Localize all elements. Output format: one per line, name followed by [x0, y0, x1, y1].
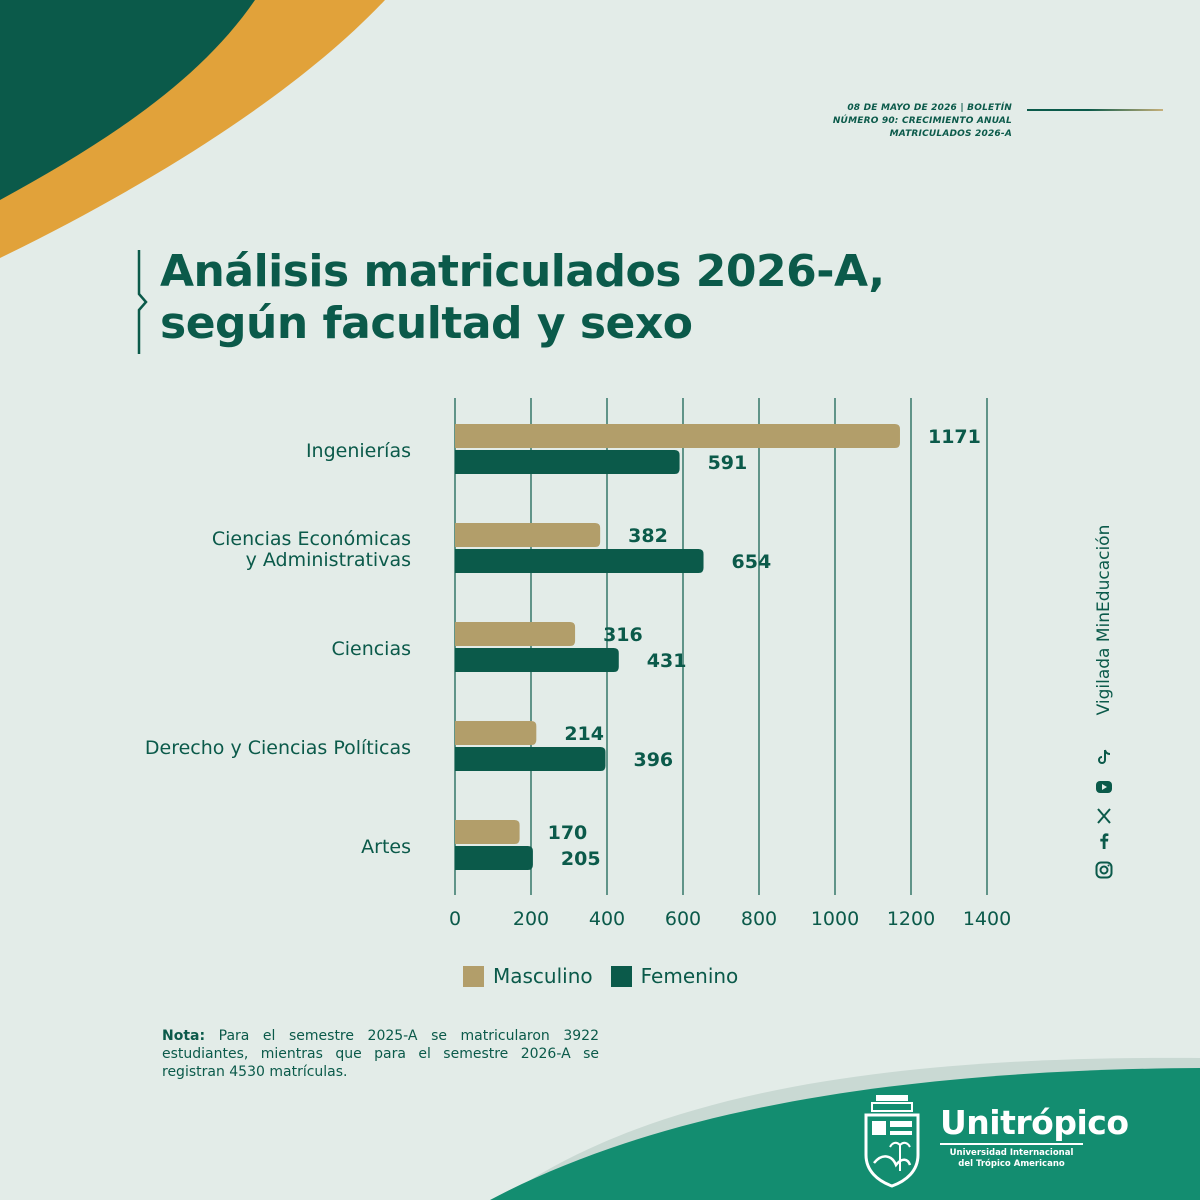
- bar-masculino-3: [455, 721, 537, 745]
- data-label-masculino-0: 1171: [928, 426, 981, 448]
- bar-femenino-2: [455, 648, 619, 672]
- data-label-masculino-1: 382: [628, 525, 668, 547]
- category-label-2: Ciencias: [81, 637, 411, 660]
- title-bracket-icon: [137, 250, 148, 354]
- bar-femenino-3: [455, 747, 606, 771]
- data-label-femenino-2: 431: [647, 650, 687, 672]
- bar-femenino-4: [455, 846, 533, 870]
- category-label-3-line-0: Derecho y Ciencias Políticas: [144, 736, 411, 759]
- x-tick-label-0: 0: [449, 908, 461, 930]
- brand-subtitle-line1: Universidad Internacional: [949, 1148, 1074, 1158]
- x-tick-label-800: 800: [741, 908, 777, 930]
- category-label-4: Artes: [81, 835, 411, 858]
- x-tick-label-1400: 1400: [963, 908, 1011, 930]
- data-label-masculino-2: 316: [603, 624, 643, 646]
- legend-item-masculino: Masculino: [463, 964, 593, 988]
- data-label-femenino-3: 396: [633, 749, 673, 771]
- category-label-4-line-0: Artes: [361, 835, 411, 858]
- bar-femenino-0: [455, 450, 680, 474]
- legend-label-femenino: Femenino: [640, 964, 739, 988]
- data-label-masculino-4: 170: [548, 822, 588, 844]
- x-tick-label-600: 600: [665, 908, 701, 930]
- bulletin-meta-line1: 08 DE MAYO DE 2026 | BOLETÍN: [847, 103, 1012, 113]
- brand-subtitle-line2: del Trópico Americano: [958, 1159, 1065, 1169]
- top-left-green-swoosh: [0, 0, 255, 200]
- youtube-icon[interactable]: [1094, 777, 1114, 797]
- page-title-line2: según facultad y sexo: [160, 298, 693, 349]
- vigilada-text: Vigilada MinEducación: [1094, 524, 1114, 716]
- x-tick-label-200: 200: [513, 908, 549, 930]
- university-shield-logo: [864, 1095, 920, 1188]
- x-tick-label-1000: 1000: [811, 908, 859, 930]
- bar-femenino-1: [455, 549, 704, 573]
- bulletin-meta-line2: NÚMERO 90: CRECIMIENTO ANUAL: [832, 116, 1012, 126]
- legend-swatch-masculino: [463, 965, 484, 987]
- x-icon[interactable]: [1094, 806, 1114, 826]
- category-label-3: Derecho y Ciencias Políticas: [81, 736, 411, 759]
- legend-item-femenino: Femenino: [610, 964, 739, 988]
- bulletin-meta: 08 DE MAYO DE 2026 | BOLETÍN NÚMERO 90: …: [772, 102, 1012, 141]
- brand-subtitle: Universidad Internacional del Trópico Am…: [940, 1148, 1083, 1170]
- data-label-femenino-4: 205: [561, 848, 601, 870]
- bar-masculino-4: [455, 820, 520, 844]
- footnote: Nota: Para el semestre 2025-A se matricu…: [162, 1027, 599, 1081]
- bottom-right-green-wave: [490, 1068, 1200, 1200]
- category-label-0: Ingenierías: [81, 439, 411, 462]
- x-tick-label-400: 400: [589, 908, 625, 930]
- brand-underline: [940, 1143, 1083, 1145]
- x-tick-label-1200: 1200: [887, 908, 935, 930]
- bar-masculino-2: [455, 622, 576, 646]
- bar-masculino-0: [455, 424, 900, 448]
- header-divider: [1027, 109, 1163, 111]
- data-label-femenino-0: 591: [708, 452, 748, 474]
- bar-masculino-1: [455, 523, 601, 547]
- chart-legend: Masculino Femenino: [463, 964, 756, 988]
- page-title: Análisis matriculados 2026-A, según facu…: [160, 246, 1060, 350]
- category-label-1-line-1: y Administrativas: [245, 549, 411, 571]
- footnote-label: Nota:: [162, 1028, 206, 1044]
- legend-swatch-femenino: [610, 965, 632, 987]
- category-label-1: Ciencias Económicas y Administrativas: [81, 529, 411, 571]
- legend-label-masculino: Masculino: [493, 964, 593, 988]
- page-title-line1: Análisis matriculados 2026-A,: [160, 246, 885, 297]
- facebook-icon[interactable]: [1094, 831, 1114, 851]
- bulletin-meta-line3: MATRICULADOS 2026-A: [889, 129, 1012, 139]
- data-label-femenino-1: 654: [732, 551, 772, 573]
- tiktok-icon[interactable]: [1094, 747, 1114, 767]
- category-label-2-line-0: Ciencias: [331, 637, 411, 660]
- category-label-1-line-0: Ciencias Económicas: [211, 528, 411, 550]
- instagram-icon[interactable]: [1094, 860, 1114, 880]
- category-label-0-line-0: Ingenierías: [305, 439, 411, 462]
- brand-name: Unitrópico: [940, 1103, 1129, 1142]
- data-label-masculino-3: 214: [564, 723, 604, 745]
- footnote-text: Para el semestre 2025-A se matricularon …: [162, 1028, 599, 1080]
